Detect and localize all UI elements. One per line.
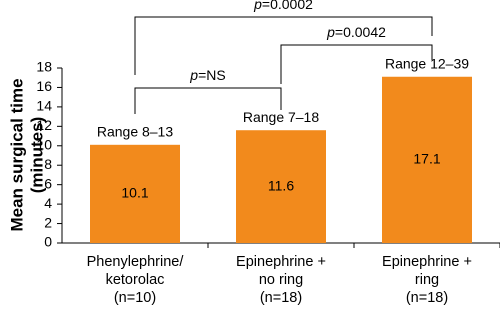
x-tick-label: ketorolac: [106, 272, 165, 288]
y-tick-label: 14: [36, 98, 52, 114]
comparison-bracket: [134, 87, 282, 114]
y-tick-label: 4: [44, 195, 52, 211]
p-symbol: p: [189, 67, 198, 83]
x-tick-label: (n=18): [260, 290, 302, 306]
x-tick-label: ring: [415, 272, 439, 288]
x-tick-label: (n=18): [406, 290, 448, 306]
y-tick-label: 16: [36, 78, 52, 94]
p-value: =0.0002: [262, 0, 313, 12]
comparison-label: p=NS: [189, 67, 225, 83]
p-value: =0.0042: [335, 24, 386, 40]
p-symbol: p: [326, 24, 335, 40]
y-tick-label: 0: [44, 234, 52, 250]
comparison-label: p=0.0042: [326, 24, 386, 40]
value-label: 17.1: [413, 151, 440, 167]
y-label-line: Mean surgical time: [7, 78, 26, 231]
y-axis-title: Mean surgical time (minutes): [7, 78, 46, 231]
y-tick-label: 6: [44, 175, 52, 191]
value-label: 10.1: [121, 185, 148, 201]
y-tick-label: 8: [44, 156, 52, 172]
bar: [236, 130, 326, 243]
x-tick-label: no ring: [259, 272, 303, 288]
x-tick-label: (n=10): [114, 290, 156, 306]
x-tick-label: Phenylephrine/: [87, 254, 185, 270]
range-label: Range 8–13: [97, 124, 174, 140]
comparison-bracket: [280, 44, 433, 84]
range-label: Range 12–39: [385, 55, 469, 71]
y-label-line: (minutes): [27, 117, 46, 194]
bar: [90, 144, 180, 243]
p-symbol: p: [253, 0, 262, 12]
bar: [382, 76, 472, 243]
comparison-label: p=0.0002: [253, 0, 313, 12]
x-tick-label: Epinephrine +: [382, 254, 472, 270]
x-tick-label: Epinephrine +: [236, 254, 326, 270]
y-tick-label: 18: [36, 59, 52, 75]
comparison-bracket: [134, 16, 433, 75]
y-tick-label: 12: [36, 117, 52, 133]
y-tick-label: 10: [36, 136, 52, 152]
y-tick-label: 2: [44, 214, 52, 230]
p-value: =NS: [198, 67, 226, 83]
range-label: Range 7–18: [243, 109, 320, 125]
value-label: 11.6: [268, 177, 294, 193]
